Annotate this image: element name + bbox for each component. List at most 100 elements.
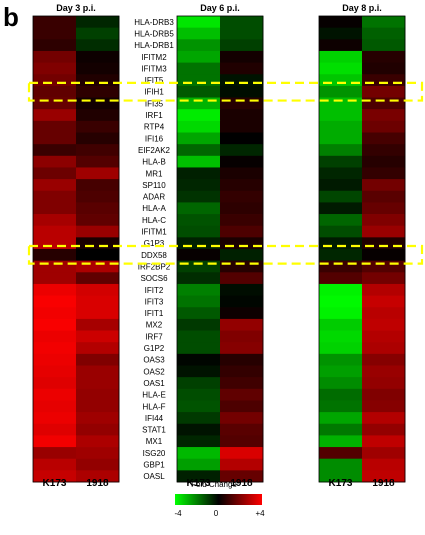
heatmap-cell — [362, 132, 406, 145]
heatmap-cell — [33, 260, 77, 273]
heatmap-cell — [220, 132, 264, 145]
gene-label: MX2 — [146, 321, 163, 330]
heatmap-cell — [362, 423, 406, 436]
heatmap-cell — [76, 260, 120, 273]
heatmap-cell — [220, 377, 264, 390]
heatmap-cell — [76, 202, 120, 215]
heatmap-cell — [319, 132, 363, 145]
heatmap-cell — [220, 435, 264, 448]
heatmap-cell — [362, 120, 406, 133]
heatmap-cell — [177, 190, 221, 203]
heatmap-cell — [220, 179, 264, 192]
gene-label-column: HLA-DRB3 HLA-DRB5 HLA-DRB1 IFITM2 IFITM3 IFIT… — [134, 18, 174, 481]
heatmap-cell — [177, 225, 221, 238]
heatmap-cell — [362, 470, 406, 483]
highlight-box — [27, 81, 424, 102]
heatmap-cell — [33, 342, 77, 355]
column-label: K173 — [329, 478, 353, 489]
heatmap-cell — [177, 109, 221, 122]
heatmap-cell — [362, 16, 406, 29]
column-label: 1918 — [86, 478, 109, 489]
heatmap-cell — [33, 447, 77, 460]
gene-label: HLA-A — [142, 204, 166, 213]
heatmap-cell — [319, 27, 363, 40]
panel-border — [176, 15, 264, 483]
heatmap-cell — [319, 190, 363, 203]
heatmap-cell — [362, 202, 406, 215]
heatmap-cell — [319, 16, 363, 29]
heatmap-cell — [220, 272, 264, 285]
heatmap-cell — [33, 470, 77, 483]
heatmap-cell — [362, 155, 406, 168]
gene-label: IFIT2 — [145, 286, 164, 295]
heatmap-cell — [362, 85, 406, 98]
heatmap-cell — [76, 132, 120, 145]
heatmap-cell — [177, 132, 221, 145]
heatmap-cell — [177, 283, 221, 296]
heatmap-cell — [319, 458, 363, 471]
heatmap-cell — [220, 16, 264, 29]
gene-label: HLA-E — [142, 391, 166, 400]
heatmap-cell — [362, 307, 406, 320]
panel-title: Day 8 p.i. — [342, 3, 382, 13]
heatmap-cell — [319, 179, 363, 192]
heatmap-cell — [319, 249, 363, 262]
heatmap-cell — [76, 144, 120, 157]
gene-label: IFITM1 — [141, 228, 167, 237]
heatmap-cell — [177, 214, 221, 227]
heatmap-cell — [33, 144, 77, 157]
heatmap-cell — [177, 470, 221, 483]
heatmap-cell — [33, 330, 77, 343]
heatmap-cell — [220, 353, 264, 366]
heatmap-cell — [220, 190, 264, 203]
heatmap-cell — [177, 179, 221, 192]
heatmap-cell — [33, 377, 77, 390]
heatmap-cell — [319, 260, 363, 273]
heatmap-cell — [33, 249, 77, 262]
heatmap-cell — [33, 318, 77, 331]
gene-label: EIF2AK2 — [138, 146, 171, 155]
heatmap-cell — [220, 249, 264, 262]
heatmap-cell — [33, 225, 77, 238]
heatmap-cell — [76, 167, 120, 180]
heatmap-cell — [33, 400, 77, 413]
heatmap-cell — [319, 39, 363, 52]
heatmap-cell — [33, 435, 77, 448]
gene-label: OAS2 — [143, 367, 165, 376]
heatmap-cell — [220, 155, 264, 168]
heatmap-cell — [177, 27, 221, 40]
heatmap-cell — [319, 283, 363, 296]
heatmap-cell — [177, 342, 221, 355]
legend-min-label: -4 — [174, 509, 182, 518]
heatmap-cell — [33, 202, 77, 215]
heatmap-cell — [76, 62, 120, 75]
heatmap-cell — [362, 295, 406, 308]
heatmap-cell — [76, 318, 120, 331]
gene-label: HLA-DRB5 — [134, 29, 174, 38]
gene-label: MX1 — [146, 437, 163, 446]
heatmap-cell — [362, 283, 406, 296]
heatmap-cell — [220, 225, 264, 238]
gene-label: SP110 — [142, 181, 166, 190]
gene-label: ISG20 — [143, 449, 166, 458]
heatmap-cell — [33, 74, 77, 87]
heatmap-cell — [362, 353, 406, 366]
heatmap-cell — [220, 458, 264, 471]
heatmap-cell — [362, 62, 406, 75]
heatmap-cell — [177, 167, 221, 180]
heatmap-cell — [76, 109, 120, 122]
heatmap-cell — [220, 214, 264, 227]
heatmap-cell — [177, 272, 221, 285]
heatmap-cell — [220, 423, 264, 436]
gene-label: IFI16 — [145, 134, 164, 143]
heatmap-cell — [33, 155, 77, 168]
gene-label: IRF7 — [145, 332, 163, 341]
heatmap-cell — [177, 435, 221, 448]
gene-label: OAS3 — [143, 356, 165, 365]
gene-label: OAS1 — [143, 379, 165, 388]
heatmap-cell — [76, 74, 120, 87]
panel-border — [32, 15, 120, 483]
heatmap-cell — [319, 214, 363, 227]
gene-label: SOCS6 — [140, 274, 168, 283]
heatmap-cell — [362, 377, 406, 390]
